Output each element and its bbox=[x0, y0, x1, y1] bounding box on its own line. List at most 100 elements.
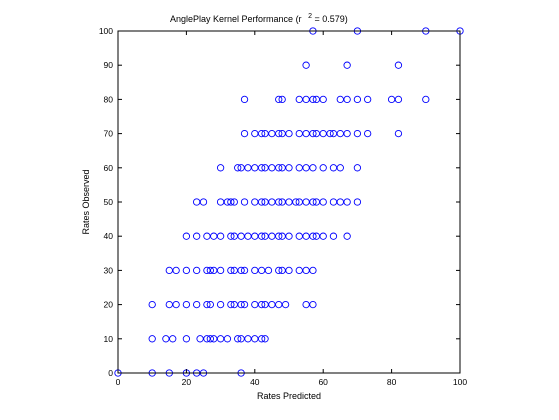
data-point bbox=[268, 300, 276, 309]
data-point bbox=[278, 95, 286, 104]
chart-title: AnglePlay Kernel Performance (r 2 = 0.57… bbox=[170, 10, 348, 24]
data-point bbox=[257, 300, 266, 309]
data-point bbox=[336, 164, 344, 172]
data-point bbox=[172, 266, 180, 275]
data-point bbox=[206, 300, 214, 309]
data-point bbox=[257, 232, 266, 240]
data-point bbox=[309, 129, 317, 138]
data-point bbox=[295, 129, 303, 138]
data-point bbox=[309, 300, 317, 309]
data-point bbox=[251, 300, 259, 309]
data-point bbox=[216, 198, 225, 206]
data-point bbox=[302, 198, 310, 206]
data-point bbox=[336, 198, 344, 206]
y-tick-label: 20 bbox=[104, 300, 114, 310]
data-point bbox=[244, 164, 252, 172]
data-point bbox=[169, 335, 177, 343]
data-point bbox=[343, 129, 351, 138]
data-point bbox=[394, 61, 403, 69]
data-point bbox=[257, 266, 266, 275]
chart-title-superscript: 2 bbox=[308, 13, 312, 20]
data-point bbox=[295, 232, 303, 240]
data-point bbox=[227, 198, 235, 206]
data-point bbox=[148, 335, 156, 343]
data-point bbox=[302, 300, 310, 309]
data-point bbox=[281, 300, 290, 309]
x-tick-label: 100 bbox=[453, 377, 467, 387]
data-point bbox=[353, 129, 362, 138]
data-point bbox=[257, 129, 266, 138]
data-point bbox=[227, 266, 235, 275]
data-point bbox=[240, 198, 249, 206]
data-point bbox=[216, 164, 225, 172]
axes bbox=[117, 30, 461, 374]
data-point bbox=[309, 232, 317, 240]
data-point bbox=[336, 95, 344, 104]
data-point bbox=[244, 335, 252, 343]
data-point bbox=[196, 335, 204, 343]
chart-title-tail: = 0.579) bbox=[315, 14, 348, 24]
data-point bbox=[193, 232, 201, 240]
data-point bbox=[162, 335, 170, 343]
x-tick-label: 20 bbox=[182, 377, 192, 387]
data-point bbox=[302, 129, 310, 138]
data-point bbox=[353, 164, 362, 172]
plot-frame bbox=[117, 30, 461, 374]
data-point bbox=[165, 266, 173, 275]
data-point bbox=[336, 129, 344, 138]
x-axis-ticks: 0 20 40 60 80 100 bbox=[116, 31, 467, 387]
y-tick-label: 70 bbox=[104, 129, 114, 139]
data-point bbox=[206, 266, 214, 275]
data-point bbox=[230, 198, 238, 206]
data-point bbox=[285, 232, 293, 240]
data-point bbox=[216, 300, 225, 309]
data-point bbox=[165, 300, 173, 309]
data-point bbox=[227, 300, 235, 309]
data-point bbox=[237, 300, 245, 309]
data-point bbox=[343, 61, 351, 69]
data-point bbox=[216, 232, 225, 240]
y-tick-label: 100 bbox=[99, 26, 113, 36]
data-point bbox=[275, 129, 283, 138]
data-point bbox=[223, 335, 232, 343]
data-point bbox=[148, 300, 156, 309]
data-point bbox=[257, 198, 266, 206]
data-point bbox=[172, 300, 180, 309]
data-point bbox=[329, 164, 338, 172]
y-axis-ticks: 0 10 20 30 40 50 60 70 80 90 100 bbox=[99, 26, 460, 378]
data-point bbox=[353, 198, 362, 206]
data-point bbox=[285, 266, 293, 275]
data-point bbox=[309, 95, 317, 104]
data-point bbox=[364, 95, 372, 104]
data-point bbox=[353, 95, 362, 104]
data-point bbox=[275, 164, 283, 172]
y-tick-label: 90 bbox=[104, 60, 114, 70]
data-point bbox=[268, 164, 276, 172]
data-point bbox=[275, 300, 283, 309]
data-point bbox=[319, 95, 327, 104]
data-point bbox=[319, 164, 327, 172]
data-point bbox=[319, 232, 327, 240]
data-point bbox=[237, 266, 245, 275]
data-point bbox=[227, 232, 235, 240]
data-point bbox=[264, 266, 273, 275]
data-point bbox=[343, 95, 351, 104]
data-point bbox=[275, 232, 283, 240]
data-point bbox=[329, 198, 338, 206]
data-point bbox=[275, 198, 283, 206]
data-point bbox=[240, 95, 249, 104]
data-point bbox=[251, 164, 259, 172]
data-point bbox=[206, 335, 214, 343]
data-point bbox=[251, 198, 259, 206]
y-tick-label: 60 bbox=[104, 163, 114, 173]
data-point bbox=[182, 232, 191, 240]
data-point bbox=[295, 266, 303, 275]
data-point bbox=[394, 95, 403, 104]
data-point bbox=[295, 164, 303, 172]
data-point bbox=[309, 164, 317, 172]
data-point bbox=[240, 129, 249, 138]
data-point bbox=[199, 198, 208, 206]
data-point bbox=[326, 129, 334, 138]
data-point bbox=[422, 95, 430, 104]
